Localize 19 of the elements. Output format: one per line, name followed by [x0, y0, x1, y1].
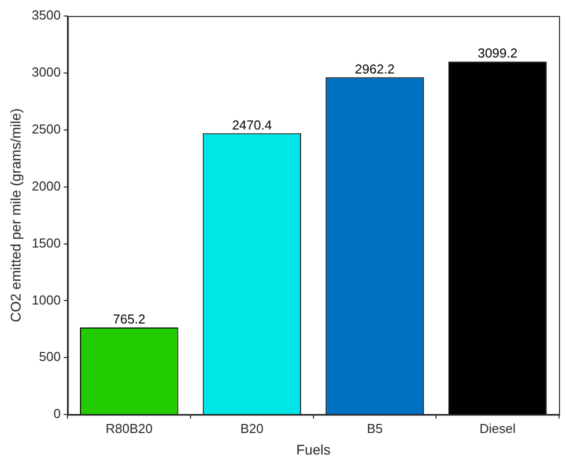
data-label: 2962.2	[354, 61, 395, 76]
y-tick-label: 1500	[32, 235, 61, 250]
data-label: 2470.4	[232, 117, 272, 132]
data-label: 3099.2	[478, 46, 518, 61]
y-axis-title: CO2 emitted per mile (grams/mile)	[7, 108, 24, 322]
y-tick-label: 2000	[32, 178, 61, 194]
y-tick-label: 3500	[32, 8, 61, 23]
y-tick-label: 1000	[32, 292, 61, 308]
y-tick-label: 500	[39, 349, 61, 364]
data-label: 765.2	[112, 312, 146, 327]
x-tick-label: R80B20	[106, 420, 153, 436]
x-tick-label: Diesel	[480, 420, 516, 436]
y-tick-label: 2500	[32, 121, 61, 136]
x-axis-title: Fuels	[296, 441, 330, 458]
y-tick-label: 0	[53, 406, 61, 422]
y-tick-label: 3000	[32, 64, 61, 80]
bar	[448, 62, 547, 414]
x-tick-label: B5	[366, 420, 383, 436]
x-tick-label: B20	[240, 420, 264, 436]
